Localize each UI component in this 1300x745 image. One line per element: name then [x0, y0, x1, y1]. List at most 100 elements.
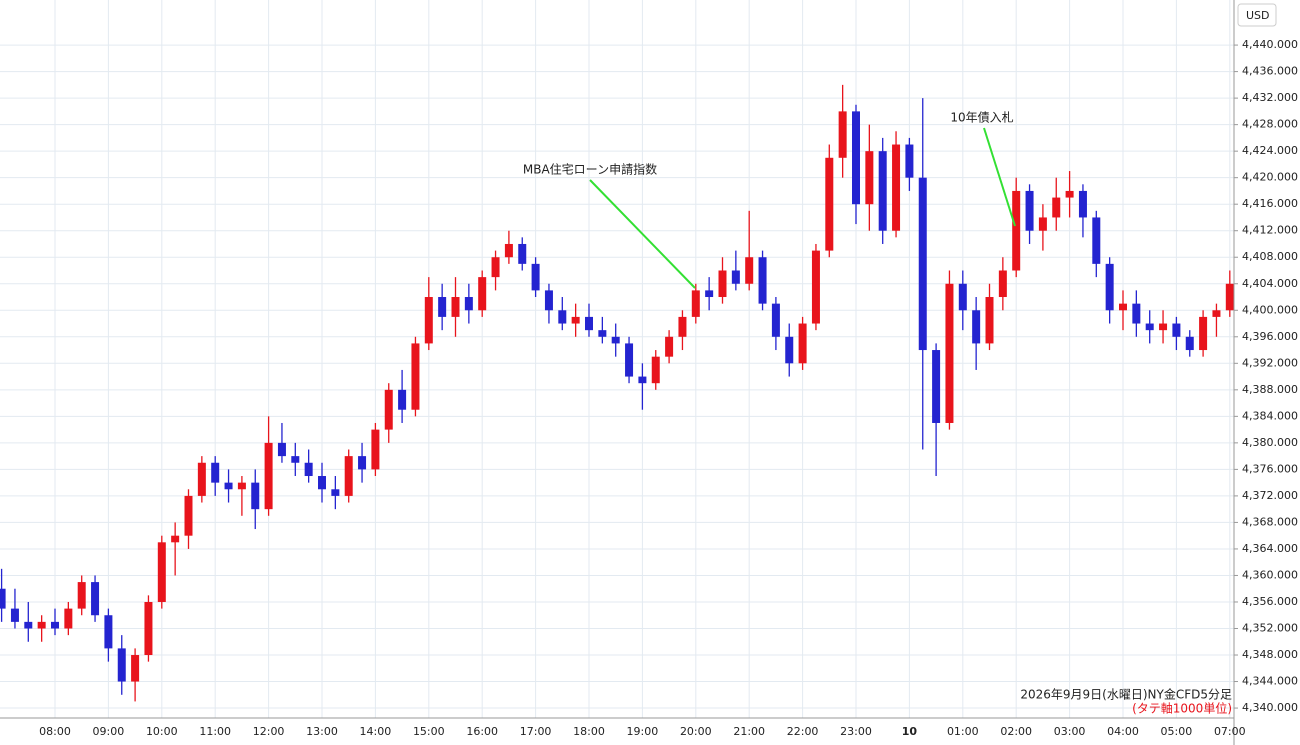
candle-body [358, 456, 367, 470]
candle-body [1185, 336, 1194, 351]
x-axis: 08:00 09:00 10:00 11:00 12:00 13:00 14:00 15:00… [39, 725, 1246, 738]
x-tick-label: 10 [902, 725, 918, 738]
y-tick-label: 4,424.000 [1242, 144, 1298, 157]
candle-body [37, 621, 46, 629]
candle-body [398, 389, 407, 410]
candle-body [638, 376, 647, 384]
x-tick-label: 05:00 [1161, 725, 1193, 738]
y-tick-label: 4,416.000 [1242, 197, 1298, 210]
candle-body [892, 144, 901, 231]
candle-body [478, 277, 487, 311]
candle-body [237, 482, 246, 490]
x-tick-label: 19:00 [627, 725, 659, 738]
candle-body [1132, 303, 1141, 324]
x-tick-label: 04:00 [1107, 725, 1139, 738]
y-tick-label: 4,412.000 [1242, 224, 1298, 237]
candle-body [171, 535, 180, 543]
candle-body [558, 310, 567, 324]
candle-body [424, 297, 433, 344]
caption: 2026年9月9日(水曜日)NY金CFD5分足 [1020, 687, 1232, 702]
candle-body [985, 297, 994, 344]
currency-box [1237, 3, 1277, 27]
x-tick-label: 10:00 [146, 725, 178, 738]
grid [0, 0, 1234, 718]
candle-body [1038, 217, 1047, 231]
candle-body [651, 356, 660, 384]
candle-body [224, 482, 233, 490]
candle-body [771, 303, 780, 337]
candle-body [1012, 190, 1021, 271]
annotation-arrow [983, 127, 1016, 227]
candle-body [625, 343, 634, 377]
candle-body [518, 243, 527, 264]
candle-body [544, 290, 553, 311]
candle-body [932, 350, 941, 423]
candle-body [211, 462, 220, 483]
candle-body [197, 462, 206, 496]
x-tick-label: 12:00 [253, 725, 285, 738]
x-tick-label: 16:00 [466, 725, 498, 738]
x-tick-label: 20:00 [680, 725, 712, 738]
candle-body [1065, 190, 1074, 198]
candle-body [291, 456, 300, 463]
candle-body [104, 615, 113, 649]
candle-body [811, 250, 820, 324]
candle-body [10, 608, 19, 622]
candle-body [1159, 323, 1168, 331]
x-tick-label: 02:00 [1000, 725, 1032, 738]
candle-body [1225, 283, 1234, 311]
candle-body [571, 316, 580, 324]
candle-body [998, 270, 1007, 298]
candle-body [798, 323, 807, 364]
candle-body [785, 336, 794, 364]
y-tick-label: 4,356.000 [1242, 595, 1298, 608]
y-axis: 4,340.000 4,344.000 4,348.000 4,352.000 4,35… [1234, 38, 1298, 714]
y-axis-panel [1234, 0, 1300, 745]
y-tick-label: 4,388.000 [1242, 383, 1298, 396]
candle-body [1105, 263, 1114, 311]
x-tick-label: 22:00 [787, 725, 819, 738]
candle-body [384, 389, 393, 430]
y-tick-label: 4,376.000 [1242, 462, 1298, 475]
annotation: 10年債入札 [950, 110, 1013, 125]
candle-body [838, 111, 847, 158]
candle-body [451, 297, 460, 317]
x-tick-label: 23:00 [840, 725, 872, 738]
annotation-arrow [589, 179, 696, 289]
candle-body [1052, 197, 1061, 218]
candle-body [371, 429, 380, 470]
candle-body [585, 316, 593, 331]
subcaption: (タテ軸1000単位) [1132, 701, 1232, 716]
candle-body [1172, 323, 1181, 337]
candle-body [411, 343, 420, 410]
candle-body [731, 270, 740, 284]
candle-body [852, 111, 860, 205]
candle-body [464, 297, 473, 311]
candle-body [958, 283, 967, 311]
candle-body [705, 290, 714, 298]
candle-body [905, 144, 914, 178]
candle-body [1078, 190, 1087, 218]
candle-body [665, 336, 674, 357]
candle-body [745, 257, 754, 284]
y-tick-label: 4,372.000 [1242, 489, 1298, 502]
candle-body [825, 157, 834, 251]
y-tick-label: 4,380.000 [1242, 436, 1298, 449]
candle-body [1199, 316, 1208, 351]
y-tick-label: 4,428.000 [1242, 118, 1298, 131]
y-tick-label: 4,436.000 [1242, 65, 1298, 78]
candle-body [264, 442, 273, 510]
candle-body [1145, 323, 1154, 331]
candle-body [51, 621, 59, 629]
y-tick-label: 4,396.000 [1242, 330, 1298, 343]
candle-body [157, 542, 166, 602]
y-tick-label: 4,384.000 [1242, 409, 1298, 422]
y-tick-label: 4,364.000 [1242, 542, 1298, 555]
y-tick-label: 4,440.000 [1242, 38, 1298, 51]
candle-body [438, 297, 447, 317]
candle-body [1025, 190, 1034, 231]
candle-body [344, 456, 353, 496]
currency: USD [1246, 9, 1270, 22]
candle-body [598, 330, 607, 337]
